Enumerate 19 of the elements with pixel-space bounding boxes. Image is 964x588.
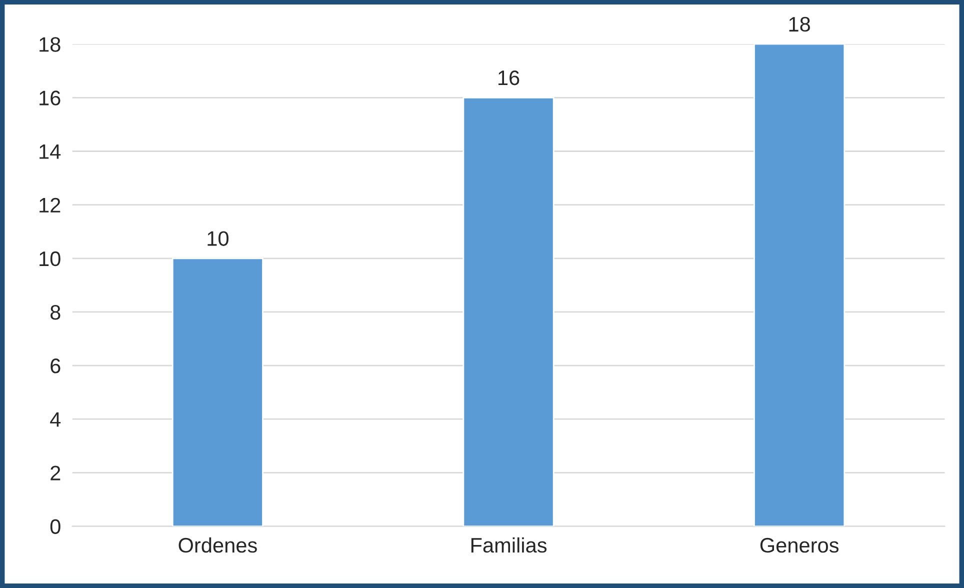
bar xyxy=(462,96,554,526)
data-label: 18 xyxy=(789,16,810,32)
y-tick-label: 18 xyxy=(40,37,60,52)
data-label: 16 xyxy=(498,70,520,86)
bar xyxy=(172,258,264,526)
y-tick-label: 6 xyxy=(50,358,60,374)
bar xyxy=(754,44,846,526)
y-tick-label: 4 xyxy=(50,412,61,427)
data-label: 10 xyxy=(208,231,228,246)
y-tick-label: 12 xyxy=(40,198,60,212)
y-tick-label: 10 xyxy=(40,251,60,266)
x-tick-label: Ordenes xyxy=(178,537,257,553)
x-tick-label: Generos xyxy=(760,538,839,553)
y-tick-label: 8 xyxy=(50,304,60,320)
y-tick-label: 14 xyxy=(40,144,61,159)
x-tick-label: Familias xyxy=(471,537,547,553)
y-tick-label: 0 xyxy=(50,519,60,534)
y-tick-label: 16 xyxy=(40,90,60,106)
y-tick-label: 2 xyxy=(50,466,60,480)
